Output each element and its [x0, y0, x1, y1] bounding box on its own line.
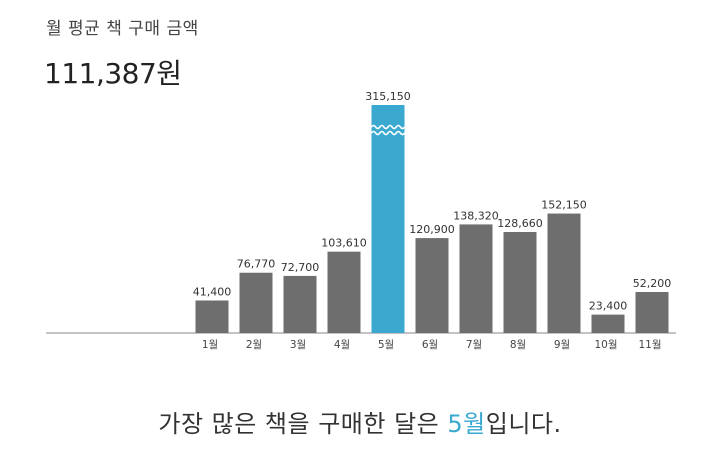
value-label-2: 76,770 — [237, 258, 276, 271]
value-label-8: 128,660 — [497, 217, 543, 230]
bar-8 — [503, 232, 537, 333]
value-label-5: 315,150 — [365, 90, 411, 103]
value-label-11: 52,200 — [633, 277, 672, 290]
value-label-6: 120,900 — [409, 223, 455, 236]
bar-6 — [415, 238, 449, 333]
value-label-4: 103,610 — [321, 237, 367, 250]
x-tick-label-9: 9월 — [554, 339, 570, 351]
axis-break-mark-1 — [370, 124, 406, 130]
bar-5 — [371, 105, 405, 333]
x-tick-label-3: 3월 — [290, 339, 306, 351]
value-label-9: 152,150 — [541, 199, 587, 212]
bar-7 — [459, 224, 493, 333]
value-label-7: 138,320 — [453, 209, 499, 222]
value-label-1: 41,400 — [193, 286, 232, 299]
x-tick-label-8: 8월 — [510, 339, 526, 351]
value-label-3: 72,700 — [281, 261, 320, 274]
x-tick-label-2: 2월 — [246, 339, 262, 351]
summary-prefix: 가장 많은 책을 구매한 달은 — [158, 410, 448, 438]
summary-sentence: 가장 많은 책을 구매한 달은 5월입니다. — [0, 404, 720, 439]
x-tick-label-1: 1월 — [202, 339, 218, 351]
bar-11 — [635, 292, 669, 333]
bar-4 — [327, 251, 361, 333]
monthly-purchase-bar-chart: 41,400 1월 76,770 2월 72,700 3월 103,610 4월 315,150… — [46, 90, 676, 351]
axis-break-mark-2 — [370, 130, 406, 136]
bar-3 — [283, 275, 317, 333]
summary-suffix: 입니다. — [485, 410, 562, 438]
bar-2 — [239, 272, 273, 333]
average-amount: 111,387원 — [44, 57, 182, 90]
bar-1 — [195, 300, 229, 333]
x-tick-label-7: 7월 — [466, 339, 482, 351]
summary-highlight-month: 5월 — [447, 410, 486, 438]
bar-9 — [547, 213, 581, 333]
bar-10 — [591, 314, 625, 333]
x-tick-label-11: 11월 — [638, 339, 661, 351]
x-tick-label-10: 10월 — [594, 339, 617, 351]
x-tick-label-6: 6월 — [422, 339, 438, 351]
x-tick-label-5: 5월 — [378, 339, 394, 351]
average-label: 월 평균 책 구매 금액 — [46, 19, 199, 39]
x-tick-label-4: 4월 — [334, 339, 350, 351]
value-label-10: 23,400 — [589, 300, 628, 313]
